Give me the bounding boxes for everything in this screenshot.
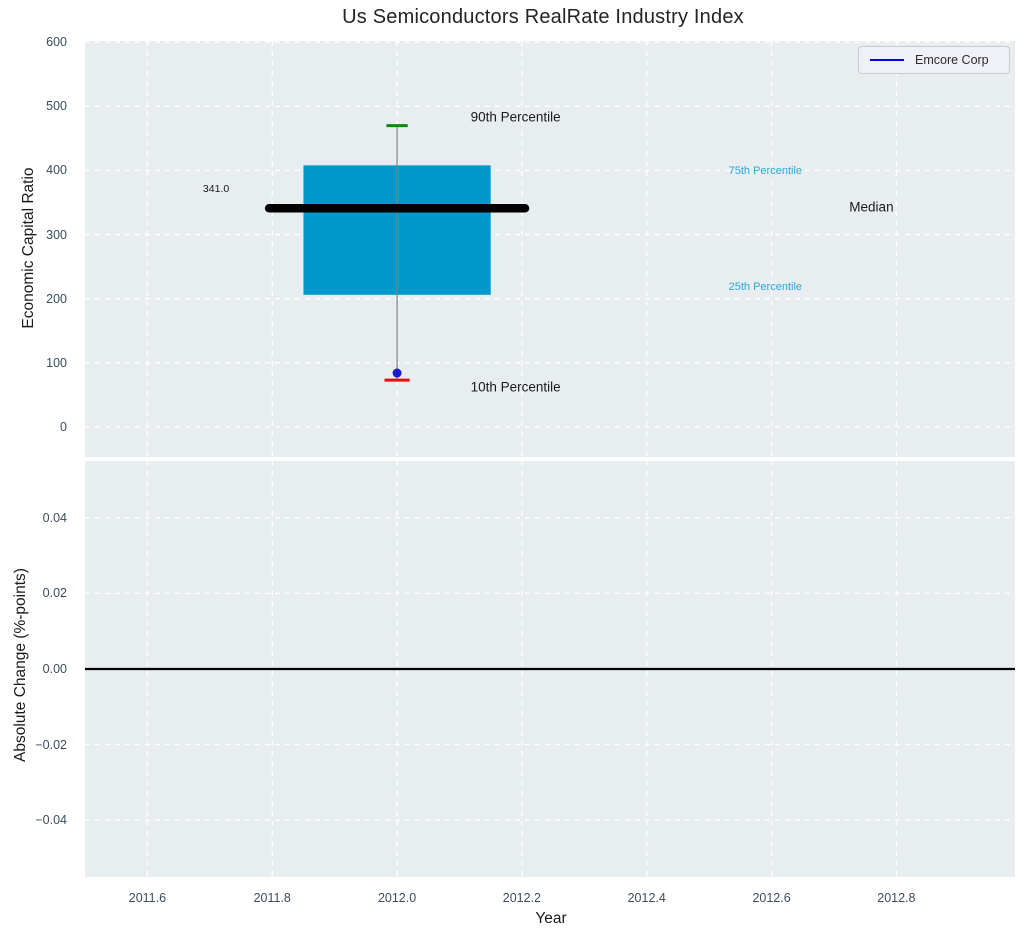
- ytick-label-bottom: 0.02: [42, 586, 67, 601]
- ytick-label-bottom: 0.00: [42, 662, 67, 676]
- xtick-label: 2011.6: [128, 891, 167, 905]
- annotation: 25th Percentile: [728, 281, 803, 294]
- annotation: 75th Percentile: [728, 165, 803, 178]
- company-dot: [392, 368, 402, 378]
- xtick-label: 2012.6: [752, 891, 791, 905]
- annotation: Median: [849, 199, 894, 215]
- xtick-label: 2012.8: [877, 891, 916, 905]
- ytick-label-top: 500: [46, 99, 67, 114]
- chart-title: Us Semiconductors RealRate Industry Inde…: [342, 6, 744, 28]
- ytick-label-top: 600: [46, 35, 67, 50]
- annotation: 341.0: [202, 183, 230, 196]
- legend-line-icon: [870, 59, 904, 61]
- boxplot-canvas: [85, 41, 1015, 457]
- ytick-label-top: 100: [46, 355, 67, 370]
- x-axis-label: Year: [535, 910, 567, 927]
- xtick-label: 2012.2: [502, 891, 542, 905]
- annotation: 10th Percentile: [470, 379, 561, 395]
- xtick-label: 2012.4: [627, 891, 666, 905]
- change-canvas: [85, 461, 1015, 877]
- ytick-label-top: 400: [46, 163, 67, 178]
- legend-label: Emcore Corp: [915, 53, 989, 67]
- xtick-label: 2011.8: [253, 891, 291, 905]
- ytick-label-top: 300: [46, 227, 67, 242]
- ytick-label-top: 200: [46, 291, 67, 306]
- ytick-label-bottom: 0.04: [42, 510, 67, 525]
- bottom-plot-area: [85, 461, 1015, 877]
- ytick-label-bottom: −0.04: [35, 813, 67, 828]
- legend: Emcore Corp: [858, 46, 1010, 74]
- top-plot-area: [85, 41, 1015, 457]
- xtick-label: 2012.0: [377, 891, 417, 905]
- annotation: 90th Percentile: [470, 109, 561, 125]
- ytick-label-top: 0: [60, 419, 67, 434]
- ytick-label-bottom: −0.02: [35, 737, 67, 752]
